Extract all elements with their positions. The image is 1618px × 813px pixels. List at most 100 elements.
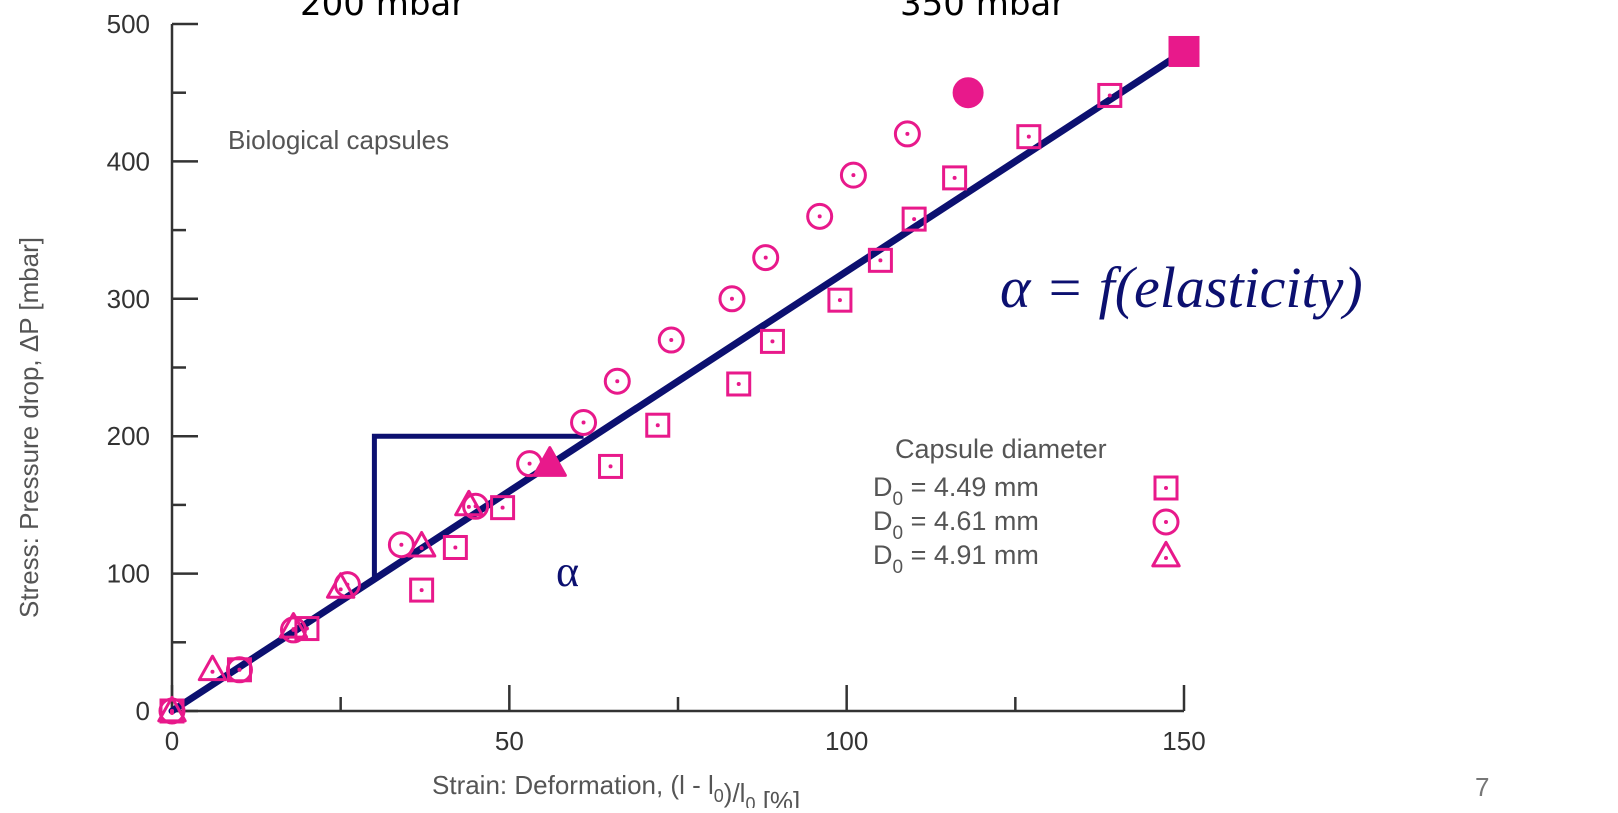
marker-circle — [603, 367, 631, 395]
marker-square-dot — [655, 423, 660, 428]
legend-entry-label: D0 = 4.49 mm — [873, 472, 1039, 510]
marker-square-dot — [837, 298, 842, 303]
marker-square — [827, 287, 853, 313]
marker-circle — [806, 202, 834, 230]
y-tick-labels: 0 100 200 300 400 500 — [107, 9, 150, 726]
marker-square-dot — [608, 464, 613, 469]
legend-entry-base: D — [873, 540, 893, 570]
legend-entry-sub: 0 — [893, 557, 904, 578]
y-tick-label: 400 — [107, 146, 150, 176]
marker-square-dot — [419, 588, 424, 593]
marker-square-dot — [1107, 93, 1112, 98]
marker-square — [442, 534, 468, 560]
linear-fit-line — [168, 47, 1188, 715]
marker-circle-dot — [763, 255, 768, 260]
legend-entry-base: D — [873, 506, 893, 536]
marker-square — [645, 412, 671, 438]
marker-circle-dot — [615, 379, 620, 384]
slope-alpha-label: α — [556, 547, 579, 596]
legend-entry-sub: 0 — [893, 489, 904, 510]
marker-triangle-dot — [291, 627, 296, 632]
marker-square — [759, 328, 785, 354]
marker-triangle — [325, 572, 356, 599]
marker-circle-dot — [581, 420, 586, 425]
marker-square — [726, 371, 752, 397]
marker-square-dot — [770, 339, 775, 344]
marker-circle-dot — [399, 542, 404, 547]
marker-triangle — [454, 489, 484, 517]
marker-square — [409, 577, 435, 603]
x-axis-title-sub: 0 — [714, 786, 724, 806]
marker-square — [901, 206, 927, 232]
x-axis-title-part: [%] — [755, 786, 800, 808]
legend-marker-square-dot — [1164, 486, 1168, 490]
marker-triangle-dot — [210, 669, 215, 674]
marker-circle — [462, 492, 490, 520]
y-tick-label: 0 — [136, 696, 150, 726]
data-markers — [157, 35, 1200, 725]
x-axis-title-part: l — [708, 770, 714, 800]
x-tick-label: 0 — [165, 726, 179, 756]
marker-circle — [225, 656, 253, 684]
top-label-left: 200 mbar — [300, 0, 465, 24]
equation-alpha-elasticity: α = f(elasticity) — [1000, 255, 1363, 320]
y-tick-label: 100 — [107, 559, 150, 589]
legend-marker-circle — [1152, 508, 1180, 536]
page-number: 7 — [1475, 772, 1489, 802]
marker-square — [1016, 124, 1042, 150]
marker-triangle — [406, 530, 437, 558]
marker-triangle-dot — [466, 504, 471, 509]
marker-square-dot — [500, 505, 505, 510]
marker-circle — [718, 285, 746, 313]
y-tick-label: 500 — [107, 9, 150, 39]
legend-marker-circle-dot — [1164, 520, 1168, 524]
legend-entry-label: D0 = 4.61 mm — [873, 506, 1039, 544]
annotation-biological-capsules: Biological capsules — [228, 125, 449, 155]
legend-marker-triangle — [1151, 540, 1181, 568]
x-axis-title-sub: 0 — [745, 794, 755, 808]
marker-square — [294, 616, 320, 642]
legend-entry-base: D — [873, 472, 893, 502]
marker-square-dot — [736, 381, 741, 386]
marker-square — [490, 495, 516, 521]
marker-square-highlight — [1168, 35, 1200, 67]
legend-title: Capsule diameter — [895, 434, 1107, 464]
marker-circle-dot — [817, 214, 822, 219]
marker-circle — [752, 244, 780, 272]
marker-circle-dot — [729, 296, 734, 301]
legend-marker-triangle-dot — [1164, 556, 1168, 560]
legend-entry-rest: = 4.61 mm — [903, 506, 1039, 536]
marker-triangle — [157, 695, 187, 723]
marker-square — [867, 247, 893, 273]
y-tick-label: 300 — [107, 284, 150, 314]
legend-marker-square — [1153, 475, 1179, 501]
marker-triangle-dot — [170, 711, 174, 715]
marker-triangle-dot — [419, 546, 424, 551]
marker-circle-dot — [237, 667, 242, 672]
x-axis-title-part: l — [740, 778, 746, 808]
marker-square-dot — [912, 217, 917, 222]
marker-circle-highlight — [952, 77, 984, 109]
marker-square-dot — [952, 175, 957, 180]
marker-square — [1097, 82, 1123, 108]
x-tick-labels: 0 50 100 150 — [165, 726, 1206, 756]
legend-entry-rest: = 4.91 mm — [903, 540, 1039, 570]
marker-triangle — [278, 612, 309, 639]
marker-circle — [657, 326, 685, 354]
marker-square-dot — [1026, 134, 1031, 139]
x-axis-title-part: Strain: Deformation, (l - — [432, 770, 708, 800]
marker-circle — [279, 616, 307, 644]
y-tick-label: 200 — [107, 421, 150, 451]
marker-circle-dot — [851, 173, 856, 178]
marker-square-dot — [878, 258, 883, 263]
marker-triangle — [197, 654, 228, 682]
marker-square-dot — [453, 545, 458, 550]
marker-triangle-dot — [338, 587, 343, 592]
y-axis-title: Stress: Pressure drop, ΔP [mbar] — [14, 237, 44, 618]
marker-circle-dot — [905, 131, 910, 136]
marker-square — [598, 453, 624, 479]
x-axis-title-part: )/ — [724, 778, 741, 808]
marker-triangle-highlight — [532, 446, 567, 477]
